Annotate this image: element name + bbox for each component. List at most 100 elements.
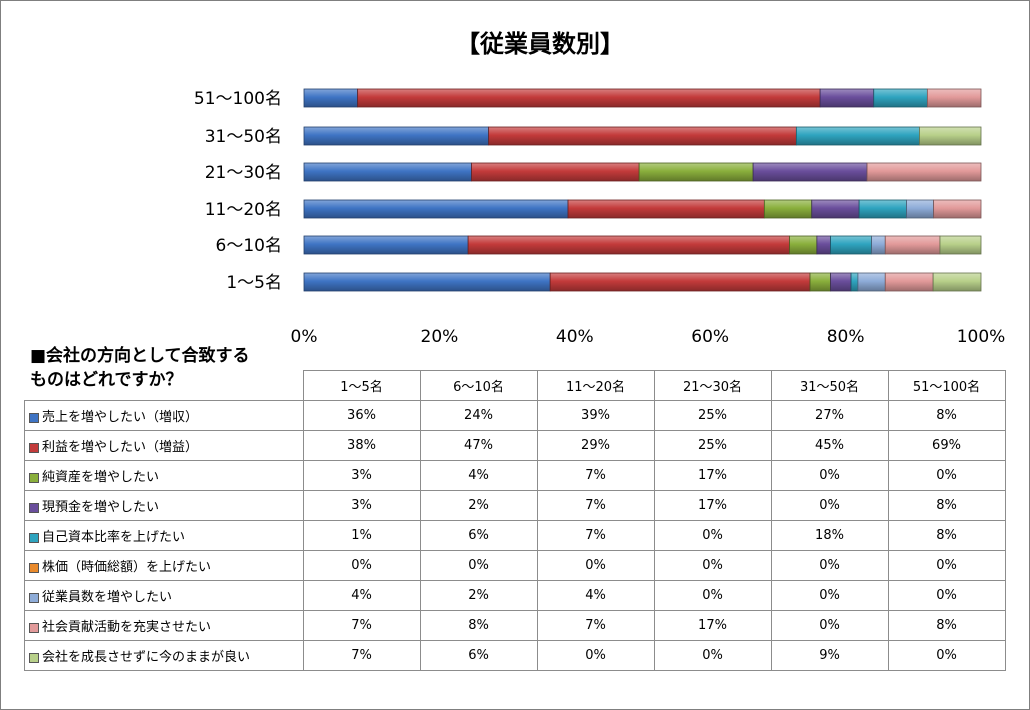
bar-segment [939,235,982,255]
table-cell: 2% [419,580,538,611]
table-cell: 3% [302,460,421,491]
category-label: 6～10名 [216,236,282,256]
table-cell: 0% [302,550,421,581]
table-cell: 29% [536,430,655,461]
table-cell: 0% [770,580,889,611]
table-cell: 69% [887,430,1006,461]
table-col-header: 31～50名 [770,370,889,401]
series-label: 利益を増やしたい（増益） [24,430,304,461]
table-row: 現預金を増やしたい 3% 2% 7% 17% 0% 8% [24,490,1006,521]
legend-swatch [29,412,39,423]
table-cell: 7% [536,520,655,551]
table-cell: 47% [419,430,538,461]
x-tick-label: 20% [421,327,459,345]
table-cell: 25% [653,430,772,461]
stacked-bar-chart: 【従業員数別】 1～5名 6～10名 11～20名 21～30名 31～50名 51～10… [194,30,1006,345]
bar-segment [919,126,982,146]
category-label: 21～30名 [205,163,282,183]
bar-segment [830,235,872,255]
table-row: 株価（時価総額）を上げたい 0% 0% 0% 0% 0% 0% [24,550,1006,581]
bar-segment [303,272,551,292]
series-name: 純資産を増やしたい [42,470,160,485]
table-cell: 8% [887,400,1006,431]
series-label: 従業員数を増やしたい [24,580,304,611]
series-name: 会社を成長させずに今のままが良い [42,650,251,665]
bar-segment [303,199,569,219]
series-label: 現預金を増やしたい [24,490,304,521]
bar-segment [795,126,920,146]
legend-swatch [29,442,39,453]
table-cell: 45% [770,430,889,461]
table-cell: 0% [419,550,538,581]
table-cell: 3% [302,490,421,521]
table-cell: 2% [419,490,538,521]
bar-segment [752,162,868,182]
series-label: 自己資本比率を上げたい [24,520,304,551]
bar-segment [884,235,941,255]
table-row: 売上を増やしたい（増収） 36% 24% 39% 25% 27% 8% [24,400,1006,431]
legend-swatch [29,622,39,633]
series-name: 売上を増やしたい（増収） [42,410,199,425]
table-cell: 8% [419,610,538,641]
table-cell: 4% [302,580,421,611]
table-row: 利益を増やしたい（増益） 38% 47% 29% 25% 45% 69% [24,430,1006,461]
table-cell: 4% [536,580,655,611]
bar-segment [819,88,875,108]
table-cell: 17% [653,460,772,491]
table-row: 純資産を増やしたい 3% 4% 7% 17% 0% 0% [24,460,1006,491]
bar-segment [303,88,359,108]
bar-segment [866,162,982,182]
x-tick-label: 60% [691,327,729,345]
table-col-header: 51～100名 [887,370,1006,401]
table-cell: 7% [536,490,655,521]
category-label: 51～100名 [194,89,282,109]
table-cell: 0% [887,640,1006,671]
table-col-header: 1～5名 [302,370,421,401]
x-tick-label: 100% [957,327,1006,345]
table-cell: 27% [770,400,889,431]
series-name: 株価（時価総額）を上げたい [42,560,212,575]
legend-swatch [29,562,39,573]
bar-segment [303,235,469,255]
bar-segment [932,272,982,292]
table-cell: 18% [770,520,889,551]
table-cell: 0% [653,520,772,551]
table-cell: 39% [536,400,655,431]
table-cell: 25% [653,400,772,431]
table-cell: 0% [653,550,772,581]
bar-segment [850,272,859,292]
table-cell: 1% [302,520,421,551]
table-cell: 6% [419,640,538,671]
bar-segment [763,199,813,219]
table-cell: 6% [419,520,538,551]
table-cell: 17% [653,610,772,641]
table-col-header: 6～10名 [419,370,538,401]
bar-segment [303,162,472,182]
table-cell: 0% [536,550,655,581]
table-cell: 0% [770,490,889,521]
chart-title: 【従業員数別】 [456,30,624,58]
bar-segment [357,88,821,108]
category-label: 31～50名 [205,127,282,147]
table-cell: 7% [302,610,421,641]
bar-segment [567,199,765,219]
legend-swatch [29,532,39,543]
table-cell: 0% [887,550,1006,581]
series-name: 従業員数を増やしたい [42,590,173,605]
x-tick-label: 0% [291,327,318,345]
table-cell: 0% [770,460,889,491]
category-label: 11～20名 [205,200,282,220]
table-cell: 9% [770,640,889,671]
bar-segment [809,272,831,292]
table-corner [24,370,304,401]
bar-segment [884,272,934,292]
table-col-header: 11～20名 [536,370,655,401]
bar-segment [871,235,886,255]
table-col-header: 21～30名 [653,370,772,401]
table-cell: 8% [887,490,1006,521]
table-cell: 0% [770,610,889,641]
table-cell: 0% [653,580,772,611]
table-row: 自己資本比率を上げたい 1% 6% 7% 0% 18% 8% [24,520,1006,551]
bar-segment [873,88,928,108]
table-cell: 24% [419,400,538,431]
